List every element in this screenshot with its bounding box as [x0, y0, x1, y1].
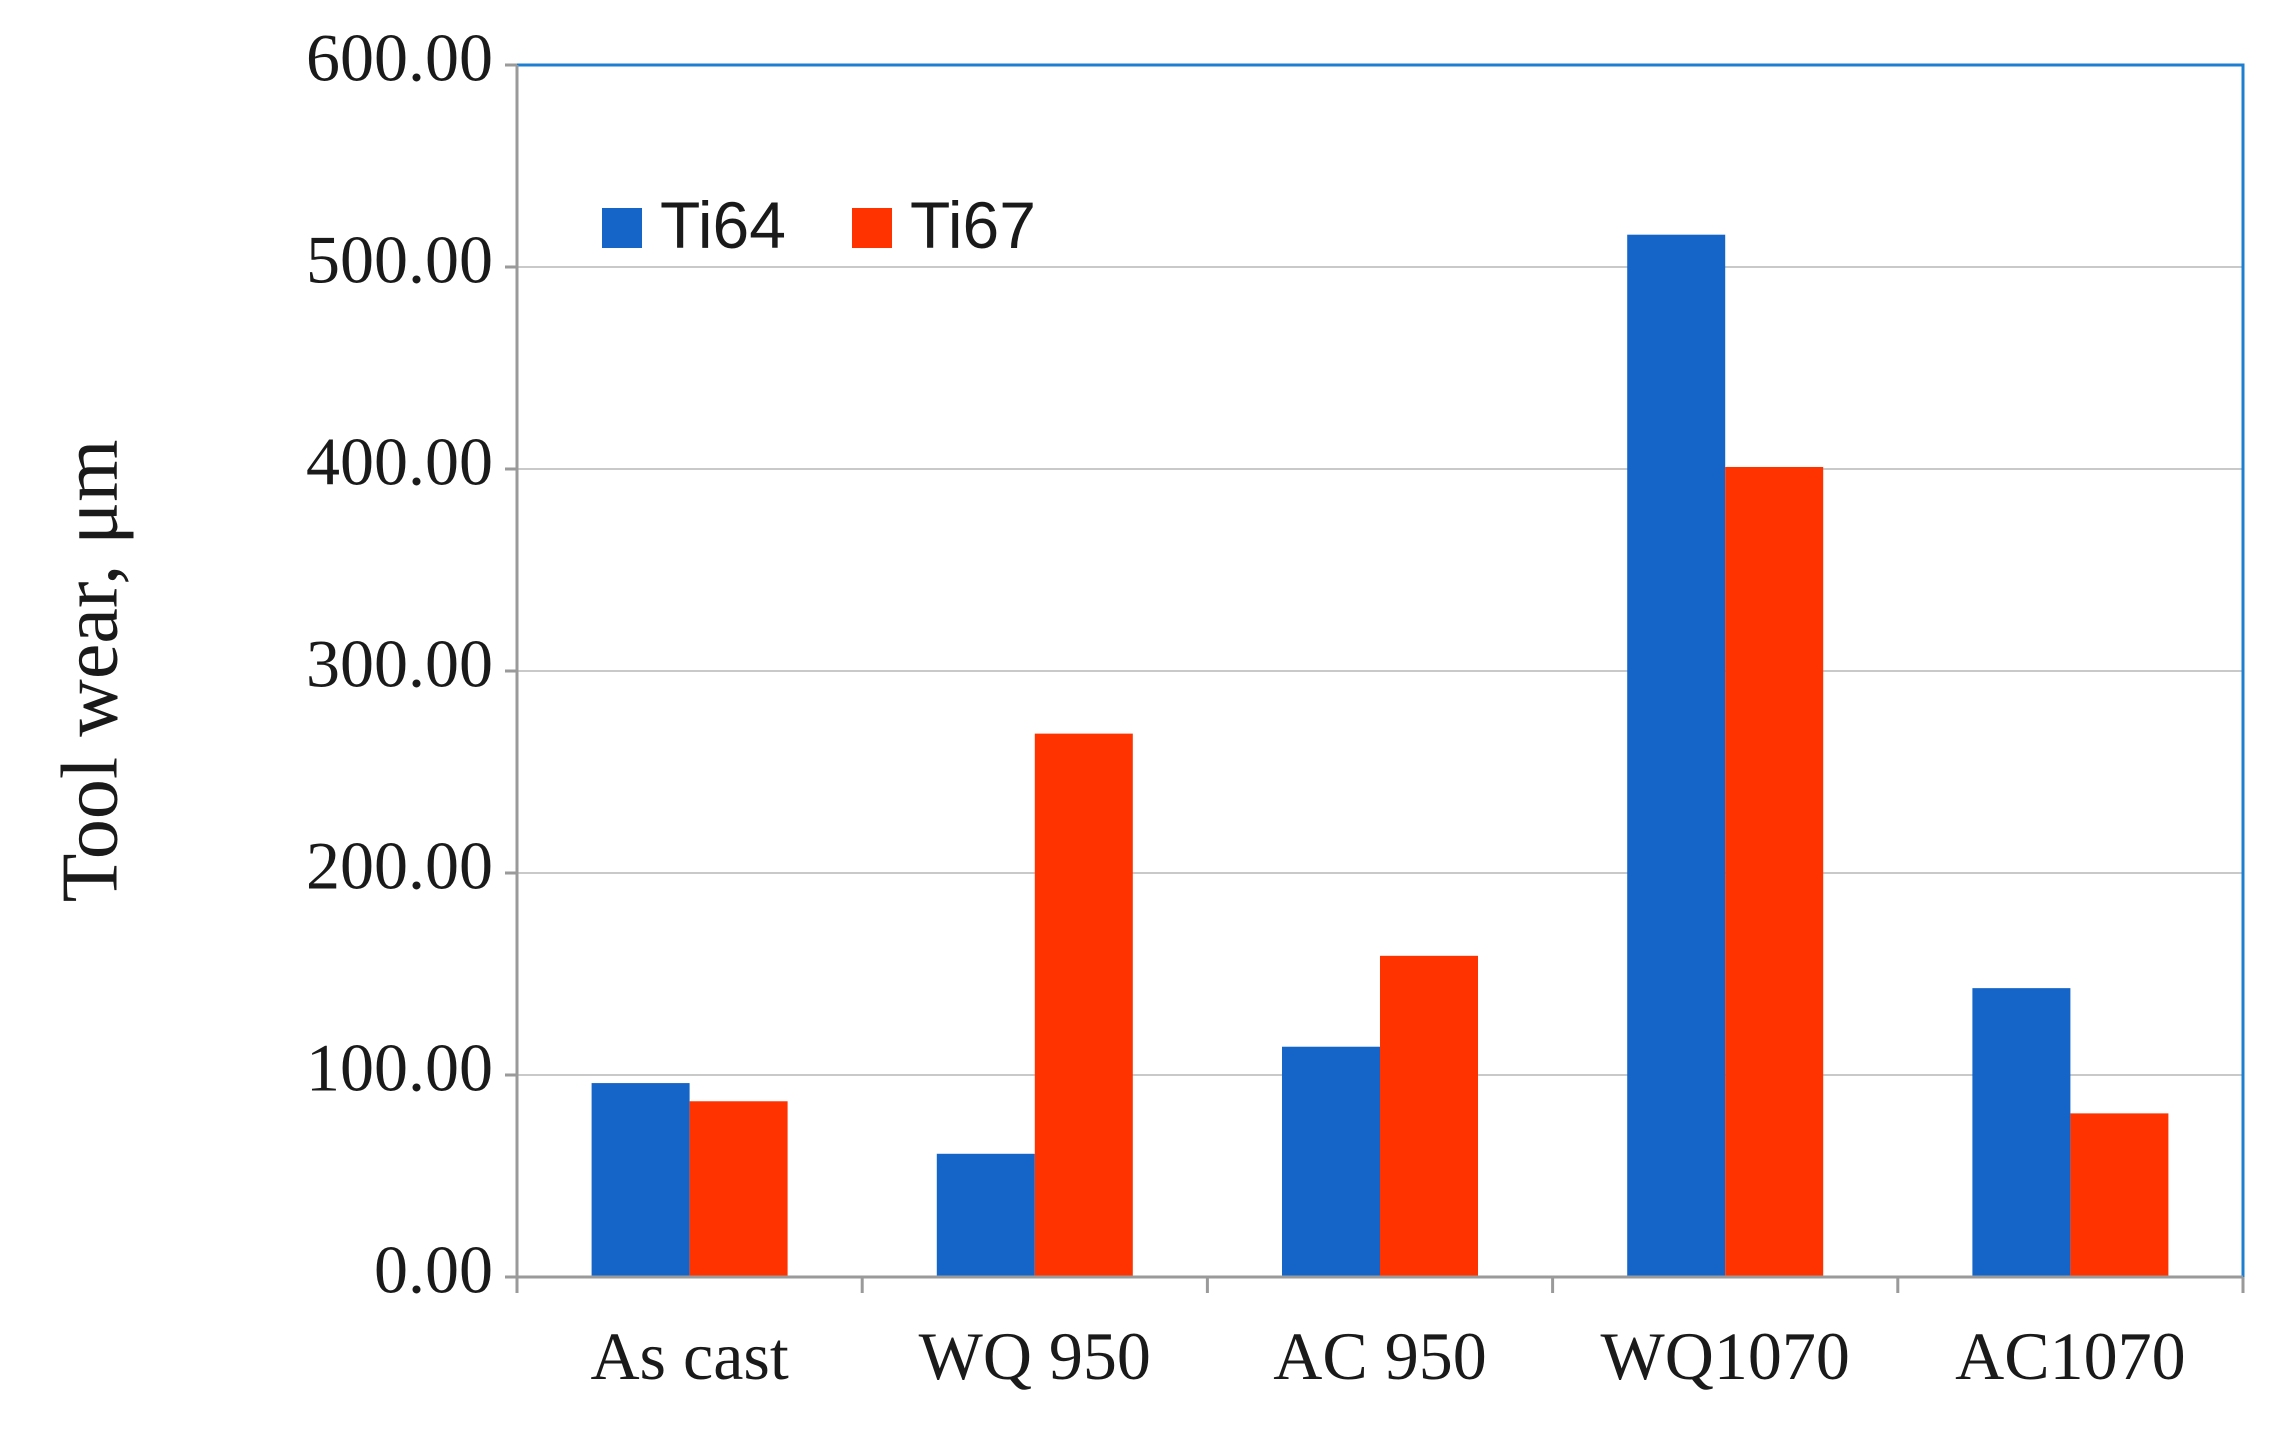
- legend-swatch-ti67: [852, 208, 892, 248]
- bars: [591, 234, 2169, 1278]
- y-axis-title: Tool wear, μm: [46, 440, 134, 903]
- x-tick-label: WQ1070: [1601, 1318, 1850, 1394]
- bar-ti67-ac1070: [2070, 1113, 2169, 1277]
- bar-ti64-wq1070: [1627, 234, 1726, 1278]
- y-tick-label: 600.00: [306, 20, 493, 96]
- legend: Ti64 Ti67: [602, 188, 1036, 262]
- axes: [505, 63, 2245, 1293]
- x-tick-label: AC 950: [1273, 1318, 1486, 1394]
- y-tick-label: 0.00: [374, 1232, 493, 1308]
- x-tick-labels: As cast WQ 950 AC 950 WQ1070 AC1070: [590, 1318, 2185, 1394]
- bar-ti64-wq-950: [936, 1153, 1035, 1277]
- bar-ti67-wq-950: [1034, 733, 1133, 1277]
- gridlines: [517, 266, 2243, 1076]
- bar-ti67-as-cast: [689, 1101, 788, 1277]
- y-tick-labels: 0.00 100.00 200.00 300.00 400.00 500.00 600.00: [306, 20, 493, 1308]
- x-tick-label: AC1070: [1955, 1318, 2185, 1394]
- legend-label-ti67: Ti67: [910, 188, 1036, 262]
- y-tick-label: 500.00: [306, 222, 493, 298]
- legend-swatch-ti64: [602, 208, 642, 248]
- bar-ti64-ac1070: [1972, 988, 2071, 1277]
- y-tick-label: 100.00: [306, 1030, 493, 1106]
- x-tick-label: WQ 950: [919, 1318, 1151, 1394]
- x-tick-label: As cast: [590, 1318, 788, 1394]
- legend-label-ti64: Ti64: [660, 188, 786, 262]
- y-tick-label: 400.00: [306, 424, 493, 500]
- bar-ti64-as-cast: [591, 1083, 690, 1277]
- y-tick-label: 200.00: [306, 828, 493, 904]
- bar-ti64-ac-950: [1282, 1046, 1380, 1277]
- bar-ti67-ac-950: [1380, 955, 1478, 1277]
- y-tick-label: 300.00: [306, 626, 493, 702]
- bar-ti67-wq1070: [1725, 466, 1824, 1278]
